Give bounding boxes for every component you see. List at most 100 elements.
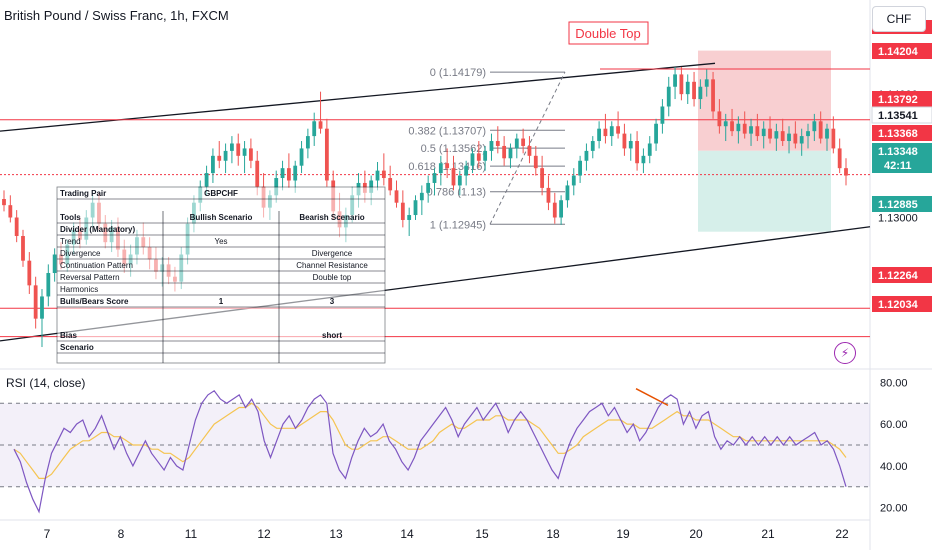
rsi-divergence-line <box>635 388 669 407</box>
candle-body <box>381 170 386 179</box>
time-tick-label: 14 <box>400 527 414 541</box>
price-label-box <box>871 106 932 124</box>
lightning-icon[interactable]: ⚡ <box>834 342 856 364</box>
candle-body <box>40 296 44 319</box>
rsi-line <box>13 389 847 514</box>
price-label: 1.12264 <box>878 270 919 282</box>
table-header-cell: Trading Pair <box>60 189 106 198</box>
candle-body <box>249 148 253 161</box>
price-tick-label: 1.13000 <box>878 213 918 225</box>
table-cell: Trend <box>60 237 81 246</box>
candle-body <box>660 106 665 124</box>
time-tick-label: 15 <box>475 527 489 541</box>
candle-body <box>388 178 393 191</box>
candle-body <box>742 123 747 134</box>
scenario-table <box>56 186 386 364</box>
candle-body <box>641 155 646 164</box>
rsi-tick-label: 20.00 <box>880 503 908 515</box>
candle-body <box>552 202 557 218</box>
candle-body <box>616 126 620 134</box>
table-cell: Reversal Pattern <box>60 273 120 282</box>
candle-body <box>419 192 424 201</box>
candle-body <box>603 128 608 137</box>
price-label-box <box>872 267 932 283</box>
candle-body <box>527 145 532 156</box>
candle-body <box>236 143 241 156</box>
candle-body <box>204 173 209 187</box>
price-label: 1.13541 <box>878 110 918 122</box>
candle-body <box>749 126 753 134</box>
candle-body <box>375 170 380 181</box>
chart-title: British Pound / Swiss Franc, 1h, FXCM <box>4 8 229 23</box>
fib-label: 0.786 (1.13) <box>427 187 486 199</box>
time-tick-label: 12 <box>257 527 271 541</box>
candle-body <box>476 153 481 161</box>
candle-body <box>812 121 817 132</box>
price-label: 1.14204 <box>878 46 919 58</box>
table-header-cell: GBPCHF <box>204 189 238 198</box>
candle-body <box>305 136 310 149</box>
candle-body <box>312 121 317 137</box>
candle-body <box>533 155 538 169</box>
price-label-box <box>872 91 932 107</box>
candle-body <box>46 273 51 297</box>
rsi-tick-label: 40.00 <box>880 461 908 473</box>
candle-body <box>242 148 247 156</box>
candle-body <box>704 79 709 87</box>
candle-body <box>787 133 791 142</box>
candle-body <box>666 86 671 107</box>
candle-body <box>432 173 437 183</box>
currency-button[interactable]: CHF <box>872 6 926 32</box>
candle-body <box>514 138 519 149</box>
candle-body <box>495 141 500 146</box>
table-cell: 3 <box>330 297 335 306</box>
candle-body <box>837 148 842 169</box>
candle-body <box>780 131 785 142</box>
rsi-tick-label: 80.00 <box>880 377 908 389</box>
price-label-box <box>872 296 932 312</box>
candle-body <box>230 143 234 151</box>
candle-body <box>774 131 779 139</box>
candle-body <box>508 148 513 159</box>
time-tick-label: 11 <box>185 527 198 541</box>
candle-body <box>8 205 13 218</box>
price-label: 1.12885 <box>878 199 918 211</box>
price-label-box <box>872 143 932 173</box>
fib-label: 0.5 (1.13562) <box>421 143 486 155</box>
candle-body <box>483 150 488 161</box>
table-cell: Double top <box>313 273 352 282</box>
time-tick-label: 8 <box>118 527 125 541</box>
double-top-box <box>568 21 649 45</box>
fib-trend-line <box>489 71 566 225</box>
candle-body <box>825 128 829 139</box>
candle-body <box>799 136 804 144</box>
time-tick-label: 7 <box>44 527 51 541</box>
candle-body <box>755 126 760 137</box>
candle-body <box>692 81 696 100</box>
candle-body <box>324 128 329 181</box>
candle-body <box>578 160 583 176</box>
candle-body <box>407 215 412 220</box>
candle-body <box>457 175 462 186</box>
fib-label: 1 (1.12945) <box>430 219 486 231</box>
candle-body <box>445 163 450 169</box>
candle-body <box>21 236 25 261</box>
table-column-header: Tools <box>60 213 81 222</box>
fib-label: 0 (1.14179) <box>430 67 486 79</box>
candle-body <box>761 128 766 137</box>
candle-body <box>831 128 836 149</box>
price-label-box <box>872 125 932 141</box>
table-bias-cell: short <box>322 331 342 340</box>
table-cell: Yes <box>214 237 227 246</box>
price-label: 1.12034 <box>878 299 919 311</box>
table-cell: Continuation Pattern <box>60 261 133 270</box>
candle-body <box>426 182 431 193</box>
candle-body <box>685 81 690 95</box>
table-cell: Divider (Mandatory) <box>60 225 135 234</box>
candle-body <box>730 121 734 132</box>
candle-body <box>546 187 551 203</box>
table-cell: Channel Resistance <box>296 261 368 270</box>
table-cell: Harmonics <box>60 285 98 294</box>
candle-body <box>806 131 810 137</box>
